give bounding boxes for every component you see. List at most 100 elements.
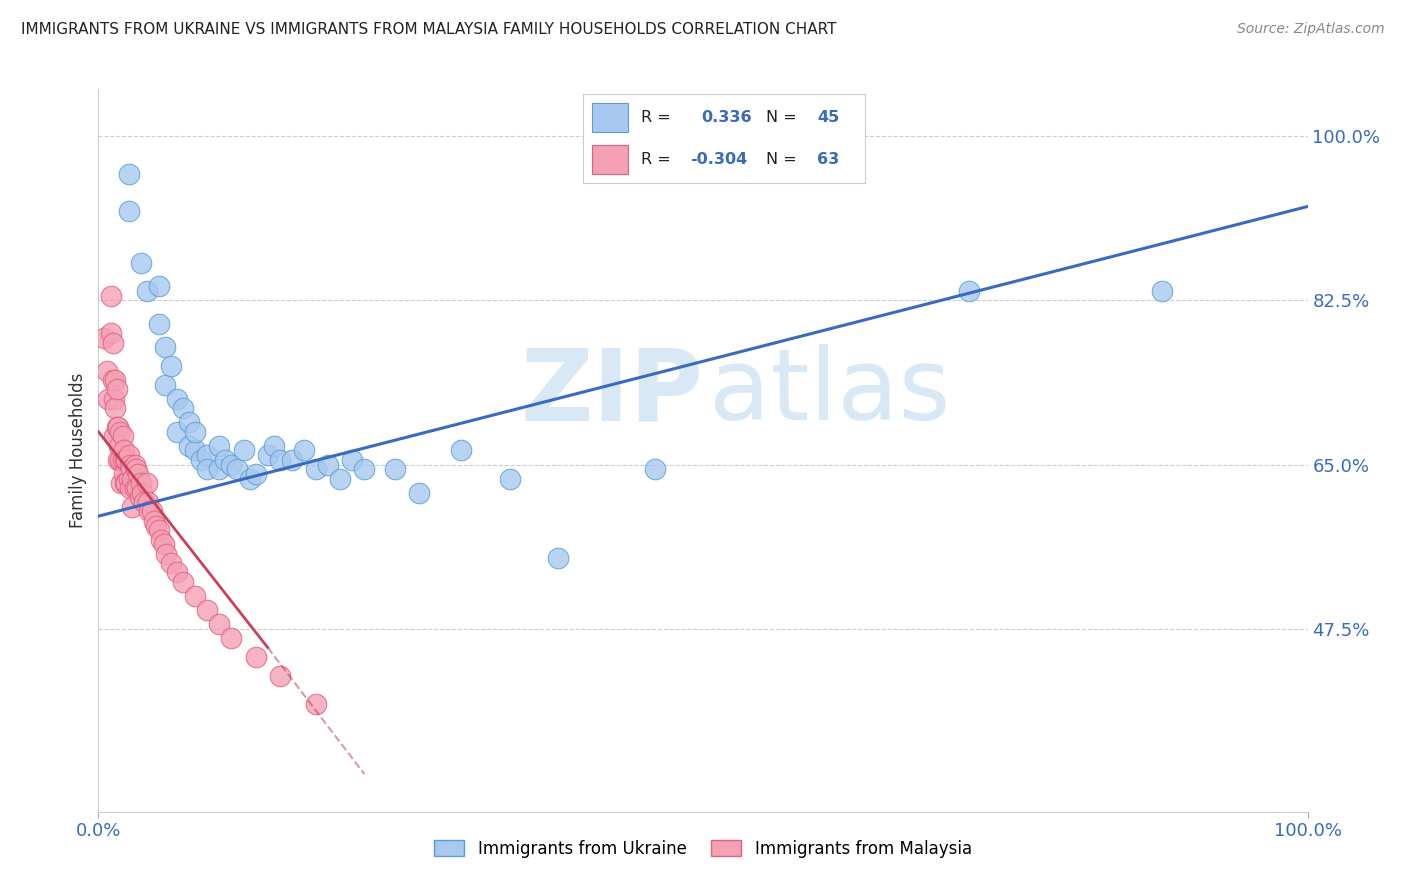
Point xyxy=(110,476,132,491)
Point xyxy=(103,429,125,443)
Bar xyxy=(592,145,628,174)
Point xyxy=(111,429,134,443)
Point xyxy=(160,556,183,570)
Point xyxy=(208,439,231,453)
Point xyxy=(245,649,267,664)
Y-axis label: Family Households: Family Households xyxy=(69,373,87,528)
Point xyxy=(100,326,122,341)
Point xyxy=(148,279,170,293)
Point xyxy=(184,425,207,439)
Point xyxy=(292,443,315,458)
Point xyxy=(100,288,122,302)
Point xyxy=(150,533,173,547)
Point xyxy=(108,453,131,467)
Point xyxy=(226,462,249,476)
Point xyxy=(129,476,152,491)
Point xyxy=(125,462,148,476)
Text: IMMIGRANTS FROM UKRAINE VS IMMIGRANTS FROM MALAYSIA FAMILY HOUSEHOLDS CORRELATIO: IMMIGRANTS FROM UKRAINE VS IMMIGRANTS FR… xyxy=(21,22,837,37)
Point xyxy=(148,317,170,331)
Point xyxy=(342,453,364,467)
Point xyxy=(221,631,243,645)
Point xyxy=(118,472,141,486)
Point xyxy=(124,458,146,472)
Point xyxy=(155,547,177,561)
Point xyxy=(120,462,142,476)
Point xyxy=(547,551,569,566)
Point xyxy=(135,284,157,298)
Text: 0.336: 0.336 xyxy=(702,111,752,125)
Point xyxy=(112,443,135,458)
Point xyxy=(118,458,141,472)
Point xyxy=(153,377,176,392)
Text: atlas: atlas xyxy=(709,344,950,442)
Text: N =: N = xyxy=(766,111,797,125)
Point xyxy=(166,392,188,406)
Point xyxy=(269,453,291,467)
Point xyxy=(644,462,666,476)
Text: -0.304: -0.304 xyxy=(690,153,748,167)
Point xyxy=(184,443,207,458)
Point xyxy=(152,537,174,551)
Point xyxy=(195,448,218,462)
Point xyxy=(384,462,406,476)
Point xyxy=(263,439,285,453)
Point xyxy=(245,467,267,481)
Point xyxy=(214,453,236,467)
Point xyxy=(93,331,115,345)
Point xyxy=(112,467,135,481)
Point xyxy=(408,485,430,500)
Point xyxy=(118,167,141,181)
Point xyxy=(96,364,118,378)
Point xyxy=(143,514,166,528)
Point xyxy=(136,495,159,509)
Point xyxy=(190,453,212,467)
Point xyxy=(135,476,157,491)
Text: R =: R = xyxy=(641,153,671,167)
Text: R =: R = xyxy=(641,111,671,125)
Text: 45: 45 xyxy=(817,111,839,125)
Point xyxy=(121,500,143,514)
Point xyxy=(118,448,141,462)
Point xyxy=(111,453,134,467)
Legend: Immigrants from Ukraine, Immigrants from Malaysia: Immigrants from Ukraine, Immigrants from… xyxy=(427,833,979,865)
Point xyxy=(498,472,520,486)
Point xyxy=(305,462,328,476)
Point xyxy=(269,668,291,682)
Point xyxy=(256,448,278,462)
Point xyxy=(221,458,243,472)
Point xyxy=(195,462,218,476)
Point xyxy=(232,443,254,458)
Point xyxy=(103,392,125,406)
Point xyxy=(316,458,339,472)
Point xyxy=(153,340,176,354)
Point xyxy=(179,439,201,453)
Point xyxy=(108,425,131,439)
Point xyxy=(134,495,156,509)
Text: Source: ZipAtlas.com: Source: ZipAtlas.com xyxy=(1237,22,1385,37)
Point xyxy=(127,467,149,481)
Point xyxy=(166,425,188,439)
Point xyxy=(172,574,194,589)
Point xyxy=(305,697,328,711)
Point xyxy=(281,453,304,467)
Point xyxy=(127,481,149,495)
Point xyxy=(118,481,141,495)
Point xyxy=(101,373,124,387)
Point xyxy=(208,617,231,632)
Point xyxy=(121,472,143,486)
Point xyxy=(160,359,183,373)
Point xyxy=(104,373,127,387)
Point xyxy=(145,518,167,533)
Point xyxy=(195,603,218,617)
Point xyxy=(107,453,129,467)
Point xyxy=(184,589,207,603)
Point xyxy=(179,415,201,429)
Point xyxy=(107,420,129,434)
Point xyxy=(239,472,262,486)
Point xyxy=(148,523,170,537)
Point xyxy=(118,204,141,219)
Point xyxy=(128,491,150,505)
Point xyxy=(1152,284,1174,298)
Point xyxy=(115,453,138,467)
Text: 63: 63 xyxy=(817,153,839,167)
